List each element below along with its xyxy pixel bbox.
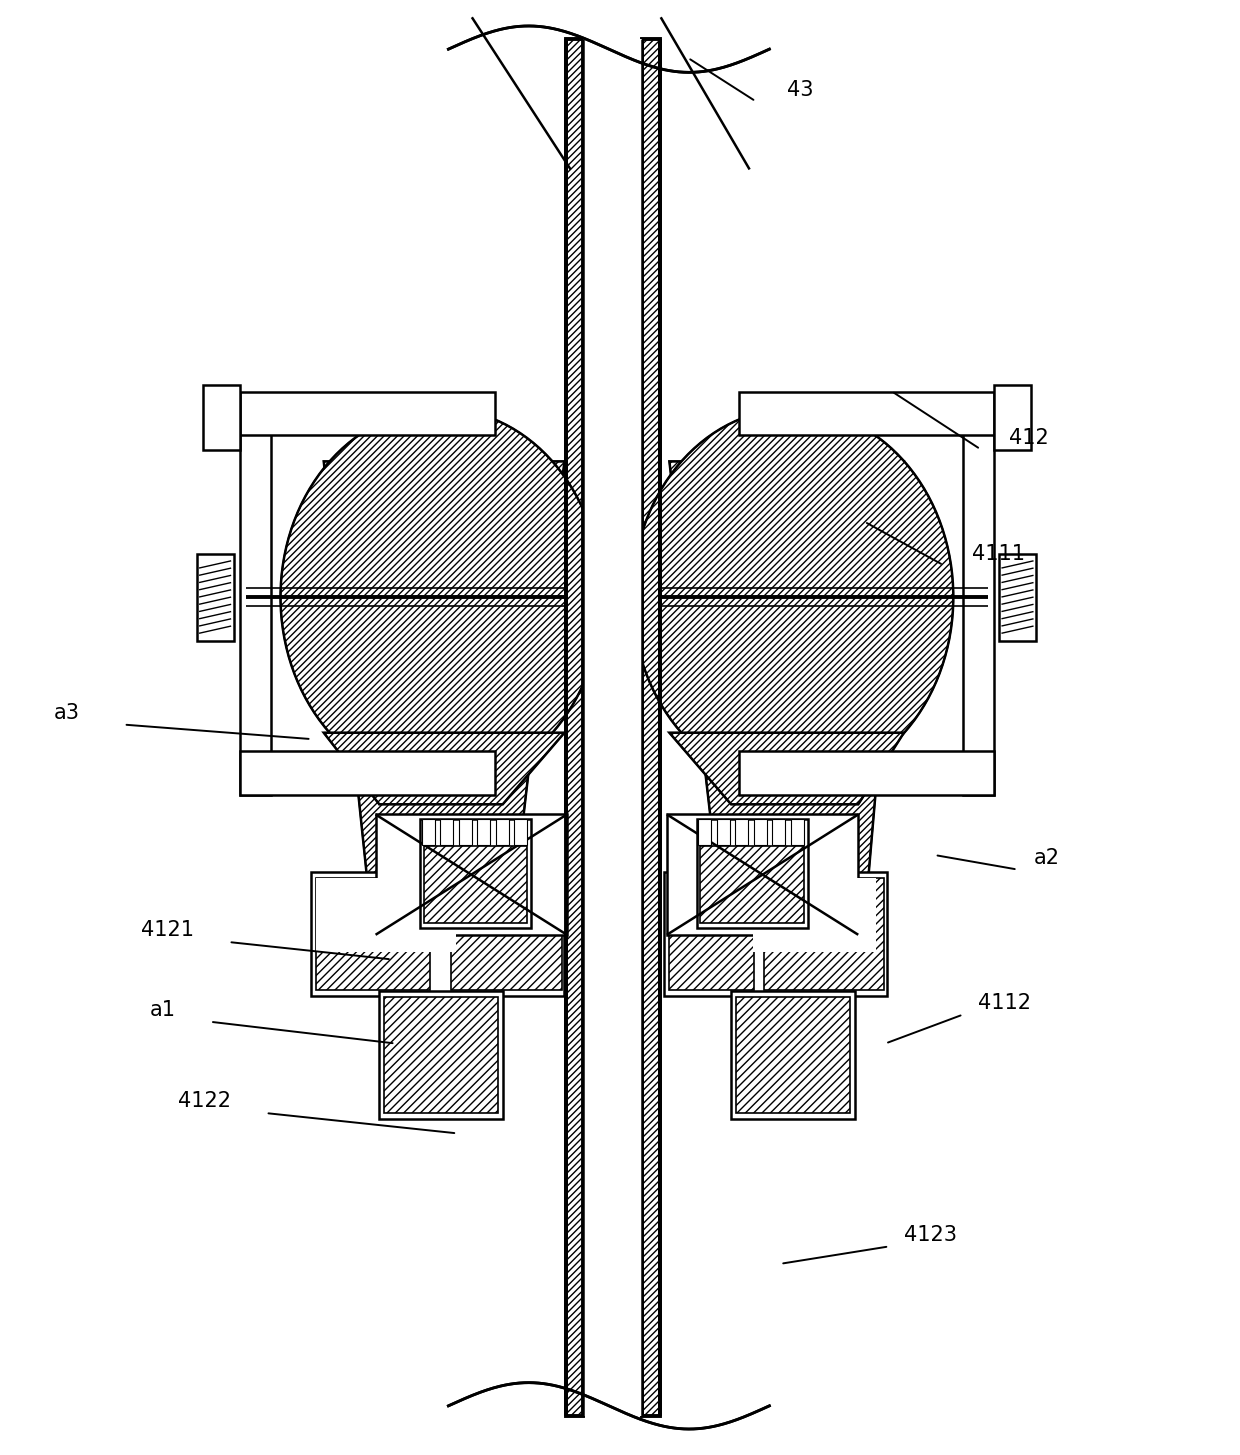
Text: 43: 43: [786, 80, 813, 100]
Bar: [316, 879, 430, 989]
Text: 4112: 4112: [978, 992, 1030, 1013]
Text: 4122: 4122: [179, 1091, 231, 1112]
Bar: [384, 997, 497, 1113]
Bar: [739, 751, 994, 794]
Bar: [717, 819, 730, 845]
Bar: [963, 399, 994, 794]
Bar: [420, 819, 531, 927]
Bar: [670, 879, 754, 989]
Bar: [316, 879, 455, 952]
Polygon shape: [324, 733, 564, 805]
Bar: [791, 819, 804, 845]
Text: 412: 412: [1009, 428, 1049, 448]
Bar: [376, 815, 567, 934]
Bar: [424, 847, 527, 922]
Bar: [422, 819, 435, 845]
Bar: [515, 819, 527, 845]
Bar: [754, 879, 875, 952]
Bar: [754, 819, 766, 845]
Bar: [459, 819, 472, 845]
Bar: [239, 391, 495, 435]
Bar: [994, 384, 1032, 450]
Bar: [665, 873, 887, 995]
Text: 4121: 4121: [141, 921, 195, 940]
Bar: [203, 384, 239, 450]
Bar: [999, 553, 1035, 640]
Polygon shape: [670, 461, 904, 995]
Bar: [773, 819, 785, 845]
Bar: [697, 819, 807, 927]
Bar: [667, 815, 858, 934]
Bar: [764, 879, 884, 989]
Bar: [379, 991, 502, 1119]
Circle shape: [280, 409, 601, 786]
Bar: [732, 991, 854, 1119]
Bar: [642, 39, 660, 1416]
Text: 4123: 4123: [904, 1225, 957, 1245]
Polygon shape: [324, 461, 564, 995]
Circle shape: [632, 409, 954, 786]
Text: a3: a3: [53, 703, 79, 723]
Bar: [701, 847, 804, 922]
Bar: [496, 819, 508, 845]
Bar: [565, 39, 583, 1416]
Bar: [477, 819, 490, 845]
Bar: [239, 751, 495, 794]
Bar: [450, 879, 562, 989]
Bar: [583, 39, 642, 1416]
Bar: [583, 39, 642, 1416]
Bar: [642, 39, 660, 1416]
Bar: [735, 819, 749, 845]
Bar: [565, 39, 583, 1416]
Bar: [311, 873, 564, 995]
Bar: [739, 391, 994, 435]
Text: a1: a1: [150, 1000, 176, 1020]
Text: 4111: 4111: [972, 544, 1024, 563]
Bar: [737, 997, 849, 1113]
Bar: [197, 553, 233, 640]
Polygon shape: [670, 733, 904, 805]
Bar: [698, 819, 712, 845]
Text: a2: a2: [1033, 848, 1059, 869]
Bar: [239, 399, 270, 794]
Bar: [440, 819, 454, 845]
